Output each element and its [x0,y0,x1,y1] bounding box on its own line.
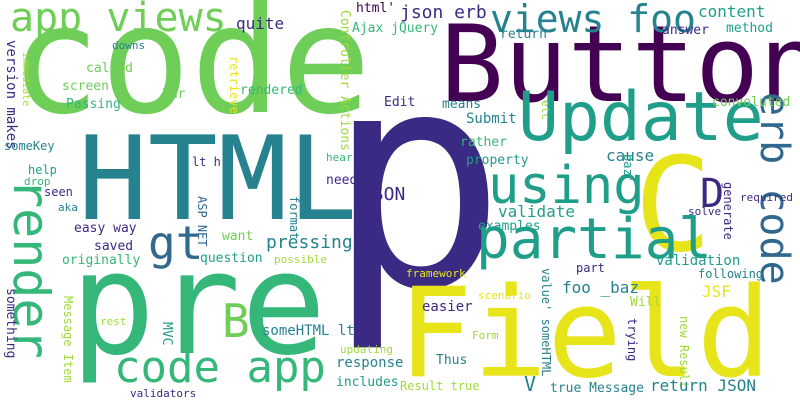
word-something: something [4,288,17,358]
word-property: property [466,154,529,167]
word-framework: framework [406,268,466,279]
word-message-item: Message Item [62,296,74,383]
word-jsf: JSF [702,284,731,300]
word-solve: solve [688,206,721,217]
word-somehtml-lt: someHTML lt [262,324,355,338]
word-called: called [86,62,133,75]
word-method: method [726,22,773,35]
word-easy-way: easy way [74,222,137,235]
word-will: Will [630,296,661,309]
word-originally: originally [62,254,140,267]
word-return-json: return JSON [650,378,756,394]
word-json: JSON [362,186,405,204]
word-downs: downs [112,40,145,51]
word-json-erb: json erb [400,4,487,22]
word-etc: etc [540,100,551,120]
word-validators: validators [130,388,196,399]
word-true-message: true Message [550,382,644,395]
word-passing: Passing [66,98,121,111]
word-asp-net: ASP NET [196,196,208,247]
word-app-views: app views [10,0,227,38]
word-validation: validation [656,254,740,268]
word-rendered: rendered [240,84,303,97]
word-response: response [336,356,403,370]
word-ajax-jquery: Ajax jQuery [352,22,438,35]
word-need: need [326,174,357,187]
word-return-top: return [500,28,547,41]
word-saved: saved [94,240,133,253]
word-scenario: scenario [478,290,531,301]
word-baz: baz' [622,154,634,183]
word-means: means [442,98,481,111]
word-validate: validate [498,204,575,220]
word-form: Form [472,330,499,341]
word-erb-code: erb code [754,92,794,285]
word-content: content [698,4,765,20]
word-part: part [576,262,605,274]
word-following: following [698,268,763,280]
word-required: required [740,192,793,203]
word-includes: includes [336,376,399,389]
word-edit: Edit [384,96,415,109]
word-submit: Submit [466,112,517,126]
word-controller-actions: Controller Actions [338,10,351,151]
word-pressing: pressing [266,234,353,252]
word-hear: hear [326,152,353,163]
word-trying: trying [626,318,638,361]
word-foo-baz: foo _baz [562,280,639,296]
word-b: B [222,298,250,344]
word-retrieve: retrieve [228,56,240,114]
word-thus: Thus [436,354,467,367]
word-value-somehtml: value' someHTML [540,268,552,376]
word-screen: screen [62,80,109,93]
word-aka: aka [58,202,78,213]
word-mvc: MVC [160,322,173,345]
word-bar: bar [162,88,185,101]
word-version-makes: version makes [4,40,18,150]
word-html-quote: html' [356,2,395,15]
word-easier: easier [422,300,473,314]
word-quite: quite [236,16,284,32]
word-rest: rest [100,316,127,327]
word-want: want [222,230,253,243]
word-somekey: someKey [4,140,55,152]
word-examples: examples [478,220,541,233]
word-question: question [200,252,263,265]
word-convoluted: convoluted [712,96,790,109]
word-updating: updating [340,344,393,355]
word-code-app: code app [114,346,326,390]
word-result-true: Result true [400,380,479,392]
word-possible: possible [274,254,327,265]
word-lt-h: lt h [192,156,221,168]
word-v: V [524,374,536,394]
word-seen: seen [44,186,73,198]
word-rather: rather [460,136,507,149]
word-generate: generate [722,182,734,240]
word-immediate: immediate [20,52,30,106]
word-answer: answer [662,24,709,37]
